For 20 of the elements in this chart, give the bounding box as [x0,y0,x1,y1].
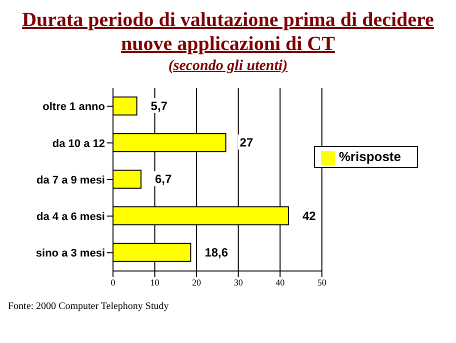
y-tick-label: sino a 3 mesi [36,248,105,260]
legend-label: %risposte [338,149,401,164]
data-label: 5,7 [150,99,168,113]
x-tick-label: 0 [110,277,116,288]
y-tick-label: oltre 1 anno [42,101,106,114]
x-tick-label: 20 [192,277,202,288]
source-note: Fonte: 2000 Computer Telephony Study [8,301,170,312]
y-tick-label: da 10 a 12 [52,138,105,150]
x-tick-label: 30 [234,277,244,288]
x-tick-label: 40 [276,277,286,288]
data-label: 27 [240,136,254,150]
data-label: 42 [302,208,316,223]
data-label: 6,7 [154,172,172,186]
y-tick-label: da 7 a 9 mesi [36,174,105,186]
x-tick-label: 50 [317,277,327,288]
chart-title: Durata periodo di valutazione prima di decidere nuove applicazioni di CT [21,8,435,56]
data-label: 18,6 [204,245,228,260]
chart-subtitle: (secondo gli utenti) [167,57,289,76]
x-tick-label: 10 [150,277,160,288]
y-tick-label: da 4 a 6 mesi [36,211,105,224]
